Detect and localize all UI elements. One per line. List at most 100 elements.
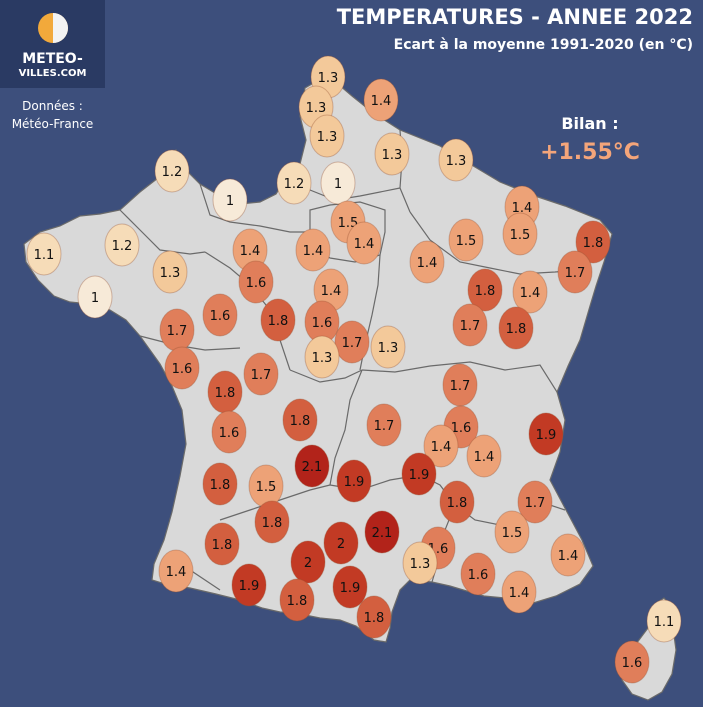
marker-bubble — [557, 250, 593, 294]
marker-bubble — [282, 398, 318, 442]
temperature-marker: 1.8 — [498, 306, 534, 350]
marker-label: 2 — [304, 556, 312, 571]
temperature-marker: 1.5 — [494, 510, 530, 554]
marker-label: 1.4 — [431, 440, 452, 455]
page-subtitle: Ecart à la moyenne 1991-2020 (en °C) — [393, 37, 693, 53]
temperature-marker: 1 — [320, 161, 356, 205]
temperature-marker: 1 — [212, 178, 248, 222]
marker-label: 1.2 — [284, 177, 305, 192]
marker-label: 1.6 — [312, 316, 333, 331]
temperature-marker: 1.6 — [202, 293, 238, 337]
marker-bubble — [409, 240, 445, 284]
marker-bubble — [294, 444, 330, 488]
bilan-value: +1.55°C — [540, 140, 640, 165]
marker-label: 1.8 — [212, 538, 233, 553]
marker-label: 1.8 — [583, 236, 604, 251]
temperature-marker: 1.4 — [363, 78, 399, 122]
marker-bubble — [439, 480, 475, 524]
marker-label: 1.3 — [312, 351, 333, 366]
marker-label: 1.8 — [268, 314, 289, 329]
marker-label: 1.5 — [510, 228, 531, 243]
temperature-marker: 1.3 — [374, 132, 410, 176]
marker-bubble — [517, 480, 553, 524]
marker-label: 1.6 — [468, 568, 489, 583]
marker-bubble — [304, 335, 340, 379]
marker-bubble — [309, 114, 345, 158]
temperature-marker: 1.4 — [466, 434, 502, 478]
marker-label: 1.9 — [340, 581, 361, 596]
marker-bubble — [260, 298, 296, 342]
marker-bubble — [501, 570, 537, 614]
logo-box[interactable]: METEO- VILLES.COM — [0, 0, 105, 88]
page-title: TEMPERATURES - ANNEE 2022 — [336, 5, 693, 29]
temperature-marker: 1.4 — [232, 228, 268, 272]
temperature-marker: 1.9 — [528, 412, 564, 456]
marker-label: 1.4 — [166, 565, 187, 580]
marker-bubble — [448, 218, 484, 262]
temperature-marker: 1.9 — [332, 565, 368, 609]
logo-line-1: METEO- — [22, 51, 83, 67]
temperature-marker: 1.9 — [336, 459, 372, 503]
marker-bubble — [502, 212, 538, 256]
temperature-marker: 1.8 — [575, 220, 611, 264]
temperature-marker: 1.9 — [231, 563, 267, 607]
temperature-marker: 1.8 — [356, 595, 392, 639]
marker-label: 1.4 — [371, 94, 392, 109]
source-label: Données : — [22, 99, 83, 113]
marker-label: 1.4 — [520, 286, 541, 301]
marker-bubble — [320, 161, 356, 205]
marker-bubble — [238, 260, 274, 304]
marker-label: 1.8 — [215, 386, 236, 401]
temperature-marker: 2.1 — [364, 510, 400, 554]
marker-label: 1.3 — [378, 341, 399, 356]
temperature-marker: 1.7 — [517, 480, 553, 524]
marker-label: 1.4 — [417, 256, 438, 271]
temperature-marker: 1.8 — [204, 522, 240, 566]
marker-label: 1.3 — [317, 130, 338, 145]
temperature-marker: 1.2 — [154, 149, 190, 193]
marker-label: 1.9 — [239, 579, 260, 594]
marker-label: 1.7 — [460, 319, 481, 334]
marker-label: 1.6 — [210, 309, 231, 324]
marker-label: 1.4 — [558, 549, 579, 564]
marker-label: 1.7 — [450, 379, 471, 394]
marker-label: 1.8 — [506, 322, 527, 337]
temperature-marker: 1.4 — [550, 533, 586, 577]
marker-label: 1.4 — [509, 586, 530, 601]
marker-label: 1.9 — [344, 475, 365, 490]
marker-label: 2.1 — [302, 460, 323, 475]
temperature-marker: 2 — [290, 540, 326, 584]
marker-label: 1.4 — [240, 244, 261, 259]
marker-label: 1.8 — [475, 284, 496, 299]
marker-label: 1.6 — [246, 276, 267, 291]
temperature-marker: 1.8 — [260, 298, 296, 342]
marker-label: 1.1 — [34, 248, 55, 263]
marker-label: 1.2 — [162, 165, 183, 180]
temperature-marker: 1.7 — [334, 320, 370, 364]
temperature-marker: 1.7 — [366, 403, 402, 447]
marker-bubble — [336, 459, 372, 503]
border-normandie-centre — [199, 183, 310, 233]
marker-bubble — [356, 595, 392, 639]
temperature-marker: 1.7 — [442, 363, 478, 407]
marker-bubble — [460, 552, 496, 596]
marker-label: 1.4 — [474, 450, 495, 465]
temperature-markers: 1.3 1.3 1.4 1.3 1.3 1.3 1.2 1 1.2 1 1.4 1.5 1.4 1.1 1.… — [26, 55, 682, 684]
temperature-marker: 1.6 — [164, 346, 200, 390]
marker-label: 1.7 — [167, 324, 188, 339]
marker-bubble — [423, 424, 459, 468]
marker-bubble — [614, 640, 650, 684]
marker-label: 1.8 — [262, 516, 283, 531]
marker-bubble — [466, 434, 502, 478]
marker-label: 1.6 — [451, 421, 472, 436]
temperature-marker: 1.3 — [309, 114, 345, 158]
temperature-marker: 1.7 — [159, 308, 195, 352]
sun-moon-icon — [38, 13, 68, 43]
temperature-marker: 1.8 — [467, 268, 503, 312]
logo-line-2: VILLES.COM — [18, 68, 87, 79]
marker-bubble — [323, 521, 359, 565]
marker-bubble — [646, 599, 682, 643]
marker-bubble — [154, 149, 190, 193]
marker-label: 1.3 — [382, 148, 403, 163]
marker-label: 1.3 — [446, 154, 467, 169]
